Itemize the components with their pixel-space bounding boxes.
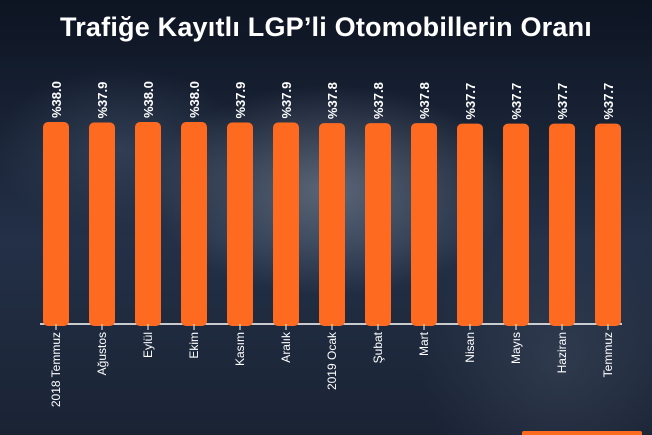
bar-value-label: %37.7 (601, 83, 616, 120)
x-tick-label: Temmuz (601, 332, 615, 377)
x-tick-label: Şubat (371, 331, 385, 363)
x-tick-label: Mayıs (509, 332, 523, 364)
bar-value-label: %37.7 (463, 83, 478, 120)
bar (365, 123, 391, 326)
x-tick-label: 2019 Ocak (325, 331, 339, 390)
bar-value-label: %38.0 (187, 81, 202, 118)
bar-value-label: %37.8 (417, 82, 432, 119)
x-tick-label: Haziran (555, 332, 569, 373)
bar-value-label: %37.9 (233, 82, 248, 119)
bar-value-label: %37.8 (325, 82, 340, 119)
x-tick-label: 2018 Temmuz (49, 332, 63, 407)
x-tick-label: Nisan (463, 332, 477, 363)
x-tick-label: Ağustos (95, 332, 109, 375)
chart-title: Trafiğe Kayıtlı LGP’li Otomobillerin Ora… (60, 12, 592, 42)
bar-value-label: %38.0 (141, 81, 156, 118)
bar (89, 122, 115, 326)
bar-value-label: %37.9 (95, 82, 110, 119)
x-tick-label: Kasım (233, 332, 247, 366)
bar (595, 123, 621, 327)
bar (273, 122, 299, 326)
corner-accent (522, 431, 642, 435)
bar (503, 123, 529, 327)
x-tick-label: Aralık (279, 331, 293, 363)
bar (181, 122, 207, 326)
bar-value-label: %37.8 (371, 82, 386, 119)
bar (457, 123, 483, 327)
x-tick-label: Mart (417, 331, 431, 356)
bar (227, 122, 253, 326)
bar-value-label: %37.9 (279, 82, 294, 119)
bar (411, 123, 437, 326)
x-tick-label: Ekim (187, 332, 201, 359)
bar-value-label: %37.7 (555, 83, 570, 120)
bar (43, 122, 69, 326)
bar (549, 123, 575, 327)
bar (319, 123, 345, 326)
bar-value-label: %37.7 (509, 83, 524, 120)
x-tick-label: Eylül (141, 332, 155, 358)
bar-value-label: %38.0 (49, 81, 64, 118)
bar (135, 122, 161, 326)
